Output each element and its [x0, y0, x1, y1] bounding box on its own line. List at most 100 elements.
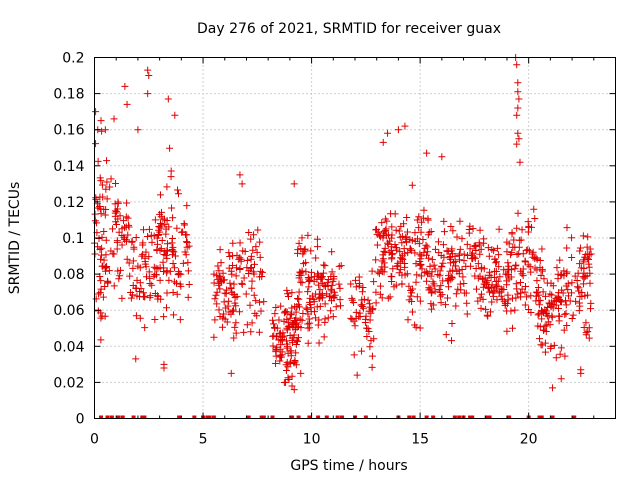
data-point-115: [132, 233, 140, 241]
data-point-634: [368, 267, 376, 275]
data-point-375: [252, 297, 260, 305]
data-point-202: [145, 253, 153, 261]
data-point-1270: [573, 276, 581, 284]
x-tick-label-1: 5: [199, 432, 208, 448]
data-point-107: [125, 259, 133, 267]
data-point-1214: [555, 312, 563, 320]
data-point-946: [462, 262, 470, 270]
data-point-70: [115, 228, 123, 236]
data-point-1208: [542, 307, 550, 315]
data-point-534: [316, 302, 324, 310]
data-point-772: [416, 324, 424, 332]
data-point-807: [413, 216, 421, 224]
data-point-1318: [514, 129, 522, 137]
data-point-385: [233, 251, 241, 259]
data-point-320: [215, 279, 223, 287]
data-point-380: [245, 229, 253, 237]
data-point-1206: [546, 300, 554, 308]
data-point-1269: [580, 323, 588, 331]
data-point-1162: [556, 256, 564, 264]
data-point-956: [474, 260, 482, 268]
data-point-549: [300, 260, 308, 268]
data-point-527: [315, 271, 323, 279]
data-point-248: [180, 220, 188, 228]
data-point-550: [293, 336, 301, 344]
data-point-1285: [92, 108, 100, 116]
data-point-533: [293, 319, 301, 327]
data-point-83: [114, 267, 122, 275]
data-point-898: [436, 292, 444, 300]
data-point-108: [122, 223, 130, 231]
data-point-624: [324, 282, 332, 290]
data-point-651: [351, 322, 359, 330]
data-point-1: [91, 210, 99, 218]
data-point-424: [288, 304, 296, 312]
data-point-1227: [579, 232, 587, 240]
data-point-240: [171, 252, 179, 260]
data-point-294: [229, 239, 237, 247]
data-point-1207: [538, 266, 546, 274]
data-point-281: [231, 323, 239, 331]
data-point-1051: [480, 235, 488, 243]
data-point-698: [380, 268, 388, 276]
data-point-563: [295, 288, 303, 296]
data-point-968: [479, 295, 487, 303]
data-point-147: [129, 257, 137, 265]
data-point-20: [97, 277, 105, 285]
data-point-666: [363, 324, 371, 332]
data-point-39: [103, 195, 111, 203]
data-point-1032: [488, 281, 496, 289]
data-point-249: [183, 238, 191, 246]
data-point-599: [337, 262, 345, 270]
data-point-1175: [534, 283, 542, 291]
data-point-421: [292, 349, 300, 357]
data-point-597: [324, 275, 332, 283]
data-point-355: [250, 291, 258, 299]
data-point-670: [370, 335, 378, 343]
data-point-1031: [493, 296, 501, 304]
data-point-413: [283, 286, 291, 294]
data-point-336: [242, 290, 250, 298]
data-point-757: [388, 254, 396, 262]
data-point-640: [362, 315, 370, 323]
data-point-671: [347, 314, 355, 322]
data-point-470: [283, 340, 291, 348]
zero-marker-2: [109, 415, 114, 419]
data-point-378: [236, 265, 244, 273]
data-point-1284: [576, 244, 584, 252]
data-point-557: [318, 291, 326, 299]
data-point-503: [304, 339, 312, 347]
zero-marker-42: [539, 415, 544, 419]
data-point-57: [92, 140, 100, 148]
data-point-1317: [513, 111, 521, 119]
data-point-933: [460, 289, 468, 297]
data-point-359: [243, 321, 251, 329]
data-point-1101: [524, 218, 532, 226]
data-point-471: [283, 337, 291, 345]
data-point-1135: [548, 291, 556, 299]
data-point-210: [158, 237, 166, 245]
data-point-716: [392, 226, 400, 234]
data-point-902: [436, 272, 444, 280]
data-point-342: [250, 231, 258, 239]
data-point-196: [148, 281, 156, 289]
data-point-37: [98, 262, 106, 270]
data-point-587: [296, 315, 304, 323]
data-point-1120: [513, 251, 521, 259]
data-point-214: [159, 215, 167, 223]
data-point-259: [171, 264, 179, 272]
data-point-1023: [482, 305, 490, 313]
data-point-748: [400, 220, 408, 228]
data-point-957: [455, 266, 463, 274]
data-point-97: [104, 279, 112, 287]
data-point-449: [285, 376, 293, 384]
data-point-222: [153, 246, 161, 254]
data-point-484: [270, 332, 278, 340]
data-point-894: [449, 266, 457, 274]
data-point-729: [394, 262, 402, 270]
data-point-873: [439, 259, 447, 267]
data-point-1239: [569, 311, 577, 319]
data-point-209: [148, 238, 156, 246]
data-point-483: [286, 314, 294, 322]
zero-marker-41: [537, 415, 542, 419]
